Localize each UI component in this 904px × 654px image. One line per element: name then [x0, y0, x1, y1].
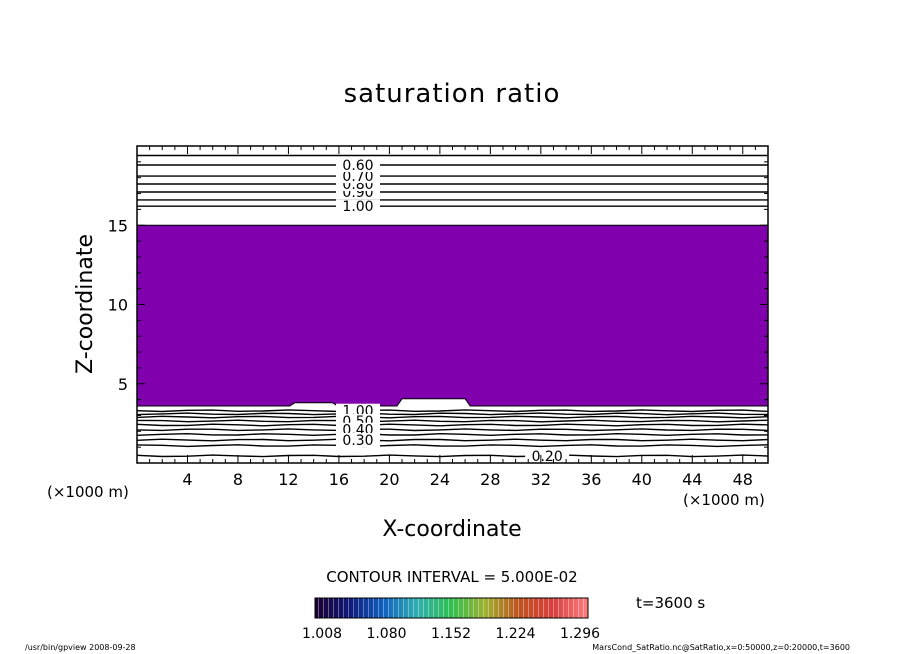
colorbar-label: 1.296: [560, 626, 600, 642]
colorbar-label: 1.080: [366, 626, 406, 642]
contour-lines: [136, 154, 769, 458]
chart-title: saturation ratio: [344, 79, 561, 109]
contour-line: [136, 415, 769, 419]
contour-line: [136, 423, 769, 427]
x-tick-label: 32: [531, 470, 551, 489]
y-ticks: 5 10 15: [108, 161, 768, 448]
x-tick-label: 16: [329, 470, 349, 489]
x-tick-label: 44: [682, 470, 702, 489]
y-tick-label: 15: [108, 216, 128, 235]
colorbar-label: 1.224: [495, 626, 535, 642]
contour-line: [136, 419, 769, 423]
plot-area: 1.000.900.800.700.601.000.500.400.300.20…: [108, 145, 769, 489]
x-tick-label: 4: [182, 470, 192, 489]
contour-line: [136, 454, 769, 458]
contour-label: 0.20: [532, 449, 563, 465]
contour-label: 0.30: [342, 433, 373, 449]
x-ticks: 4 8 12 16 20 24 28 32 36 40 44 48: [149, 146, 756, 489]
x-axis-label: X-coordinate: [382, 517, 521, 542]
x-tick-label: 28: [480, 470, 500, 489]
y-tick-label: 5: [118, 375, 128, 394]
colorbar-frame: [314, 597, 589, 619]
x-tick-label: 48: [733, 470, 753, 489]
x-tick-label: 40: [632, 470, 652, 489]
y-axis-label: Z-coordinate: [73, 234, 98, 374]
contour-label-bg: [336, 433, 380, 448]
contour-line: [136, 444, 769, 448]
contour-line: [136, 438, 769, 442]
contour-label-bg: [525, 448, 570, 463]
colorbar-labels: 1.008 1.080 1.152 1.224 1.296: [302, 626, 600, 642]
x-unit-left: (×1000 m): [47, 483, 129, 501]
contour-label: 0.70: [342, 169, 373, 185]
x-tick-label: 12: [278, 470, 298, 489]
contour-label: 0.60: [342, 158, 373, 174]
contour-label-bg: [336, 169, 380, 184]
x-tick-label: 36: [581, 470, 601, 489]
contour-label-bg: [336, 199, 380, 214]
contour-line: [136, 432, 769, 437]
contour-line: [136, 412, 769, 416]
contour-interval-label: CONTOUR INTERVAL = 5.000E-02: [326, 568, 577, 586]
y-tick-label: 10: [108, 296, 128, 315]
colorbar-label: 1.008: [302, 626, 342, 642]
time-label: t=3600 s: [636, 594, 705, 612]
footer-right: MarsCond_SatRatio.nc@SatRatio,x=0:50000,…: [592, 643, 850, 652]
contour-line: [136, 428, 769, 432]
filled-region: [136, 224, 769, 407]
x-unit-right: (×1000 m): [683, 491, 765, 509]
contour-line: [136, 409, 769, 413]
contour-label: 1.00: [342, 199, 373, 215]
contour-label-bg: [336, 158, 380, 173]
colorbar-label: 1.152: [431, 626, 471, 642]
x-tick-label: 8: [233, 470, 243, 489]
colorbar-stripes: [315, 598, 588, 618]
x-tick-label: 24: [430, 470, 450, 489]
colorbar: 1.008 1.080 1.152 1.224 1.296: [302, 597, 600, 642]
x-tick-label: 20: [379, 470, 399, 489]
footer-left: /usr/bin/gpview 2008-09-28: [25, 643, 136, 652]
contour-labels: 1.000.900.800.700.601.000.500.400.300.20: [336, 158, 570, 465]
